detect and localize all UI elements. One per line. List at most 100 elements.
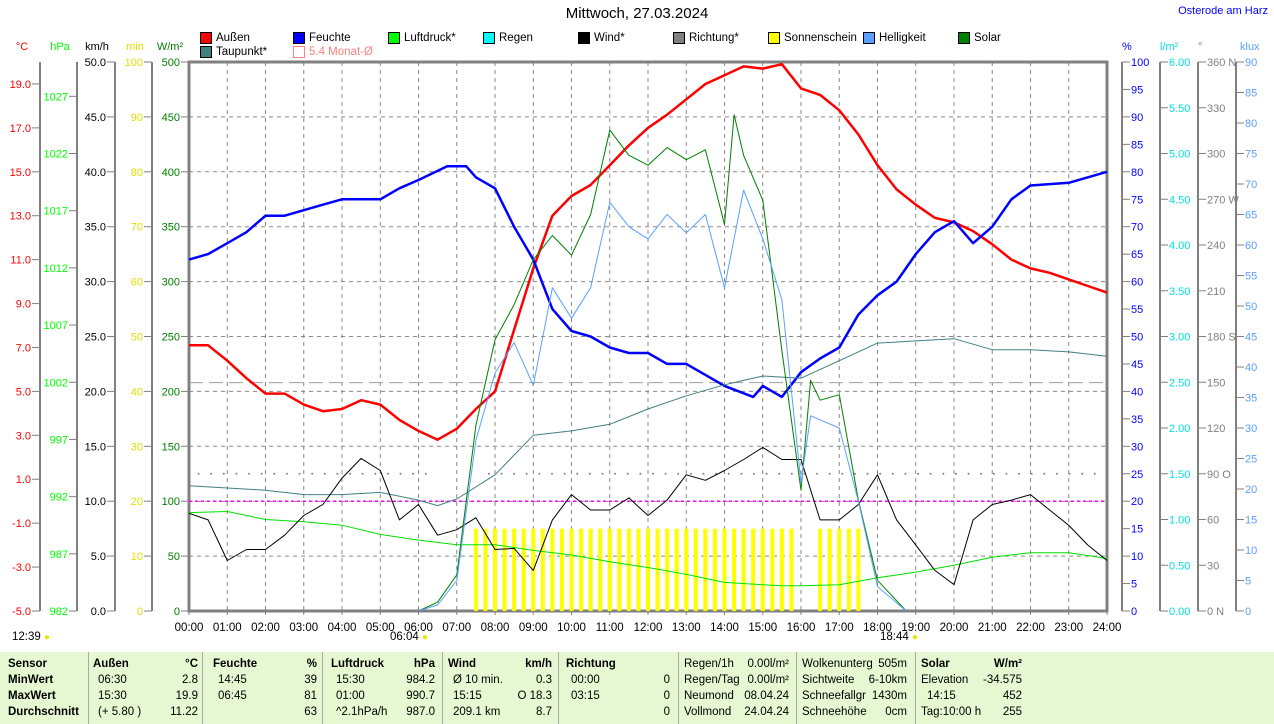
column-header-wind: Wind xyxy=(448,658,476,670)
cell-time-luftdruck: 15:30 xyxy=(336,674,365,686)
axis-tick-label-wind: 40.0 xyxy=(85,167,106,179)
axis-tick-label-temp: 3.0 xyxy=(16,430,31,442)
axis-tick-label-hum: 55 xyxy=(1131,304,1143,316)
cell-value-luftdruck: 990.7 xyxy=(406,690,435,702)
axis-tick-label-hum: 25 xyxy=(1131,469,1143,481)
axis-tick-label-hum: 0 xyxy=(1131,606,1137,618)
axis-tick-label-sun: 10 xyxy=(131,551,143,563)
location-link[interactable]: Osterode am Harz xyxy=(1178,5,1268,17)
legend-label: Wind* xyxy=(594,32,625,44)
axis-tick-label-sun: 0 xyxy=(137,606,143,618)
direction-point xyxy=(778,472,781,475)
series-line-helligkeit xyxy=(418,189,907,612)
axis-tick-label-dir: 120 xyxy=(1207,423,1225,435)
axis-tick-label-rain: 3.50 xyxy=(1169,286,1190,298)
axis-tick-label-hum: 60 xyxy=(1131,277,1143,289)
legend-label: Außen xyxy=(216,32,250,44)
axis-tick-label-press: 1002 xyxy=(44,377,68,389)
x-tick-label: 19:00 xyxy=(901,622,930,634)
sunshine-bar xyxy=(607,528,612,611)
axis-tick-label-hum: 85 xyxy=(1131,139,1143,151)
sunshine-bar xyxy=(722,528,727,611)
direction-point xyxy=(942,472,945,475)
direction-point xyxy=(248,472,251,475)
direction-point xyxy=(412,472,415,475)
cell-time-richtung: 03:15 xyxy=(571,690,600,702)
column-unit-wind: km/h xyxy=(525,658,552,670)
column-unit-aussen: °C xyxy=(185,658,198,670)
sunshine-bar xyxy=(732,528,737,611)
direction-point xyxy=(702,472,705,475)
axis-tick-label-wind: 20.0 xyxy=(85,386,106,398)
series-line-taupunkt xyxy=(188,338,1108,507)
sunshine-bar xyxy=(473,528,478,611)
direction-point xyxy=(841,472,844,475)
column-header-feuchte: Feuchte xyxy=(213,658,258,670)
sunshine-bar xyxy=(674,528,679,611)
column-header-richtung: Richtung xyxy=(566,658,616,670)
regen-key: Regen/1h xyxy=(684,658,734,670)
sunshine-bar xyxy=(502,528,507,611)
direction-point xyxy=(487,472,490,475)
sunshine-bar xyxy=(856,528,861,611)
column-unit-solar: W/m² xyxy=(993,658,1022,670)
x-tick-label: 07:00 xyxy=(442,622,471,634)
cell-time-luftdruck: 01:00 xyxy=(336,690,365,702)
axis-tick-label-hum: 15 xyxy=(1131,524,1143,536)
legend-item: Taupunkt* xyxy=(200,46,267,58)
axis-tick-label-lux: 55 xyxy=(1245,271,1257,283)
sunshine-bar xyxy=(684,528,689,611)
direction-point xyxy=(525,472,528,475)
axis-tick-label-rain: 5.50 xyxy=(1169,103,1190,115)
direction-point xyxy=(853,472,856,475)
axis-tick-label-lux: 40 xyxy=(1245,362,1257,374)
sunset-time: 18:44 xyxy=(880,631,909,643)
cloud-key: Schneehöhe xyxy=(802,706,867,718)
direction-point xyxy=(1043,472,1046,475)
direction-point xyxy=(210,472,213,475)
axis-tick-label-solar: 350 xyxy=(162,222,180,234)
direction-point xyxy=(588,472,591,475)
axis-tick-label-solar: 150 xyxy=(162,441,180,453)
x-tick-label: 16:00 xyxy=(787,622,816,634)
direction-point xyxy=(992,472,995,475)
axis-tick-label-lux: 50 xyxy=(1245,301,1257,313)
cloud-value: 505m xyxy=(878,658,907,670)
direction-point xyxy=(538,472,541,475)
sunshine-bar xyxy=(550,528,555,611)
axis-tick-label-rain: 6.00 xyxy=(1169,57,1190,69)
axis-tick-label-sun: 70 xyxy=(131,222,143,234)
sunshine-bar xyxy=(512,528,517,611)
sunshine-bar xyxy=(569,528,574,611)
axis-tick-label-sun: 80 xyxy=(131,167,143,179)
axis-tick-label-temp: 1.0 xyxy=(16,474,31,486)
axis-tick-label-dir: 0 N xyxy=(1207,606,1224,618)
cell-time-wind: Ø 10 min. xyxy=(453,674,503,686)
column-divider xyxy=(915,652,916,724)
axis-tick-label-temp: 7.0 xyxy=(16,342,31,354)
axis-tick-label-hum: 35 xyxy=(1131,414,1143,426)
axis-tick-label-hum: 65 xyxy=(1131,249,1143,261)
axis-tick-label-wind: 45.0 xyxy=(85,112,106,124)
column-divider xyxy=(558,652,559,724)
axis-unit-hum: % xyxy=(1122,41,1132,53)
regen-value: 0.00l/m² xyxy=(747,674,789,686)
sunshine-bar xyxy=(493,528,497,611)
direction-point xyxy=(614,472,617,475)
weather-chart: 00:00 01:00 02:00 03:00 04:00 05:00 06:00 07:00… xyxy=(10,41,1260,634)
column-divider xyxy=(88,652,89,724)
direction-point xyxy=(273,472,276,475)
direction-point xyxy=(298,472,301,475)
x-tick-label: 11:00 xyxy=(596,622,624,634)
direction-point xyxy=(235,472,238,475)
sunshine-bar xyxy=(751,528,756,611)
direction-point xyxy=(879,472,882,475)
legend-label: 5.4 Monat-Ø xyxy=(309,46,373,58)
axis-tick-label-lux: 5 xyxy=(1245,576,1251,588)
axis-tick-label-solar: 100 xyxy=(162,496,180,508)
column-divider xyxy=(202,652,203,724)
axis-tick-label-lux: 90 xyxy=(1245,57,1257,69)
axis-tick-label-press: 1012 xyxy=(44,263,68,275)
sunshine-bar xyxy=(598,528,603,611)
direction-point xyxy=(386,472,389,475)
